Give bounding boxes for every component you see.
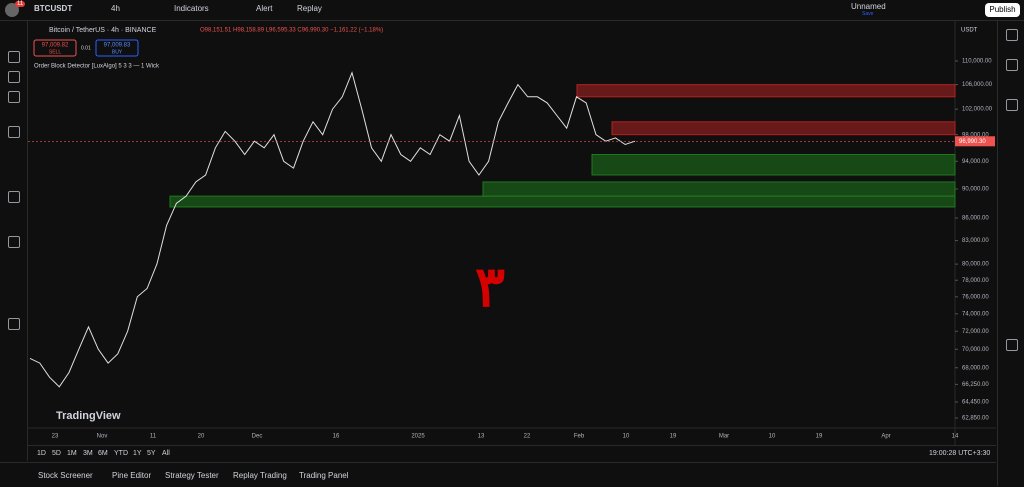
y-tick-label: 62,850.00 bbox=[962, 416, 989, 422]
range-button[interactable]: 1Y bbox=[133, 450, 142, 457]
layout-status: Save bbox=[862, 11, 874, 17]
clock: 19:00:28 UTC+3:30 bbox=[929, 450, 991, 457]
x-tick-label: Mar bbox=[719, 434, 729, 440]
sidebar-icon[interactable] bbox=[1006, 29, 1018, 41]
x-tick-label: 16 bbox=[333, 434, 340, 440]
y-tick-label: 83,000.00 bbox=[962, 238, 989, 244]
last-price-label: 96,990.30 bbox=[959, 139, 986, 145]
y-tick-label: 78,000.00 bbox=[962, 278, 989, 284]
y-tick-label: 66,250.00 bbox=[962, 382, 989, 388]
sidebar-icon[interactable] bbox=[1006, 99, 1018, 111]
x-tick-label: Apr bbox=[881, 434, 890, 440]
range-button[interactable]: YTD bbox=[114, 450, 128, 457]
price-line bbox=[29, 71, 636, 388]
sidebar-icon[interactable] bbox=[1006, 339, 1018, 351]
range-button[interactable]: 3M bbox=[83, 450, 93, 457]
y-tick-label: 98,000.00 bbox=[962, 132, 989, 138]
sell-button[interactable] bbox=[33, 39, 77, 57]
buy-button[interactable] bbox=[95, 39, 139, 57]
spread: 0.01 bbox=[81, 45, 91, 51]
y-tick-label: 64,450.00 bbox=[962, 400, 989, 406]
x-tick-label: 14 bbox=[952, 434, 959, 440]
tool-icon[interactable] bbox=[8, 126, 20, 138]
range-button[interactable]: 5D bbox=[52, 450, 61, 457]
symbol[interactable]: BTCUSDT bbox=[34, 4, 73, 13]
y-tick-label: 72,000.00 bbox=[962, 329, 989, 335]
x-tick-label: 2025 bbox=[411, 434, 425, 440]
order-block bbox=[482, 181, 956, 197]
y-tick-label: 94,000.00 bbox=[962, 159, 989, 165]
bottom-tabs bbox=[0, 462, 996, 487]
last-price-tag bbox=[955, 136, 995, 147]
bottom-tab[interactable]: Replay Trading bbox=[233, 471, 287, 480]
tool-icon[interactable] bbox=[8, 191, 20, 203]
chart: Bitcoin / TetherUS · 4h · BINANCE O98,15… bbox=[28, 21, 996, 445]
range-button[interactable]: 1D bbox=[37, 450, 46, 457]
x-tick-label: Feb bbox=[574, 434, 585, 440]
layout-name[interactable]: Unnamed bbox=[851, 2, 886, 11]
y-tick-label: 76,000.00 bbox=[962, 294, 989, 300]
range-button[interactable]: All bbox=[162, 450, 170, 457]
buy-label: BUY bbox=[112, 49, 123, 55]
brand: TradingView bbox=[56, 410, 121, 422]
range-bar bbox=[28, 445, 996, 461]
badge: 11 bbox=[15, 1, 26, 7]
tool-icon[interactable] bbox=[8, 236, 20, 248]
buy-price: 97,009.83 bbox=[104, 43, 131, 49]
ohlc: O98,151.51 H98,158.89 L96,595.33 C96,990… bbox=[200, 28, 383, 34]
range-button[interactable]: 6M bbox=[98, 450, 108, 457]
y-tick-label: 80,000.00 bbox=[962, 262, 989, 268]
y-tick-label: 102,000.00 bbox=[962, 107, 993, 113]
order-block bbox=[611, 121, 956, 136]
replay[interactable]: Replay bbox=[297, 4, 322, 13]
order-block bbox=[591, 154, 956, 176]
x-tick-label: 13 bbox=[478, 434, 485, 440]
x-tick-label: 22 bbox=[524, 434, 531, 440]
y-tick-label: 70,000.00 bbox=[962, 347, 989, 353]
range-button[interactable]: 1M bbox=[67, 450, 77, 457]
x-tick-label: Dec bbox=[252, 434, 263, 440]
indicators[interactable]: Indicators bbox=[174, 4, 209, 13]
bottom-tab[interactable]: Trading Panel bbox=[299, 471, 349, 480]
y-tick-label: 74,000.00 bbox=[962, 311, 989, 317]
x-tick-label: 19 bbox=[670, 434, 677, 440]
y-tick-label: 106,000.00 bbox=[962, 82, 993, 88]
sidebar-icon[interactable] bbox=[1006, 59, 1018, 71]
watermark: ۳ bbox=[475, 255, 505, 318]
currency: USDT bbox=[961, 28, 978, 34]
left-toolbar bbox=[0, 21, 28, 461]
tool-icon[interactable] bbox=[8, 91, 20, 103]
x-tick-label: 20 bbox=[198, 434, 205, 440]
x-tick-label: 23 bbox=[52, 434, 59, 440]
order-block bbox=[169, 195, 956, 208]
y-tick-label: 68,000.00 bbox=[962, 365, 989, 371]
bottom-tab[interactable]: Stock Screener bbox=[38, 471, 93, 480]
sell-price: 97,009.82 bbox=[42, 43, 69, 49]
y-tick-label: 90,000.00 bbox=[962, 187, 989, 193]
bottom-tab[interactable]: Strategy Tester bbox=[165, 471, 219, 480]
x-tick-label: 10 bbox=[623, 434, 630, 440]
tool-icon[interactable] bbox=[8, 318, 20, 330]
publish-button[interactable]: Publish bbox=[985, 3, 1020, 17]
top-toolbar: 11 BTCUSDT 4h Indicators Alert Replay Un… bbox=[0, 0, 1024, 21]
indicator-label: Order Block Detector [LuxAlgo] 5 3 3 — 1… bbox=[34, 64, 160, 70]
instrument: Bitcoin / TetherUS · 4h · BINANCE bbox=[49, 27, 157, 34]
sell-label: SELL bbox=[49, 49, 61, 55]
bottom-tab[interactable]: Pine Editor bbox=[112, 471, 152, 480]
order-block bbox=[576, 84, 956, 98]
x-tick-label: Nov bbox=[97, 434, 108, 440]
alert[interactable]: Alert bbox=[256, 4, 273, 13]
tool-icon[interactable] bbox=[8, 51, 20, 63]
x-tick-label: 19 bbox=[816, 434, 823, 440]
range-button[interactable]: 5Y bbox=[147, 450, 156, 457]
tool-icon[interactable] bbox=[8, 71, 20, 83]
x-tick-label: 11 bbox=[150, 434, 157, 440]
right-sidebar bbox=[997, 21, 1024, 486]
interval[interactable]: 4h bbox=[111, 4, 120, 13]
y-tick-label: 110,000.00 bbox=[962, 59, 992, 65]
x-tick-label: 10 bbox=[769, 434, 776, 440]
y-tick-label: 86,000.00 bbox=[962, 216, 989, 222]
